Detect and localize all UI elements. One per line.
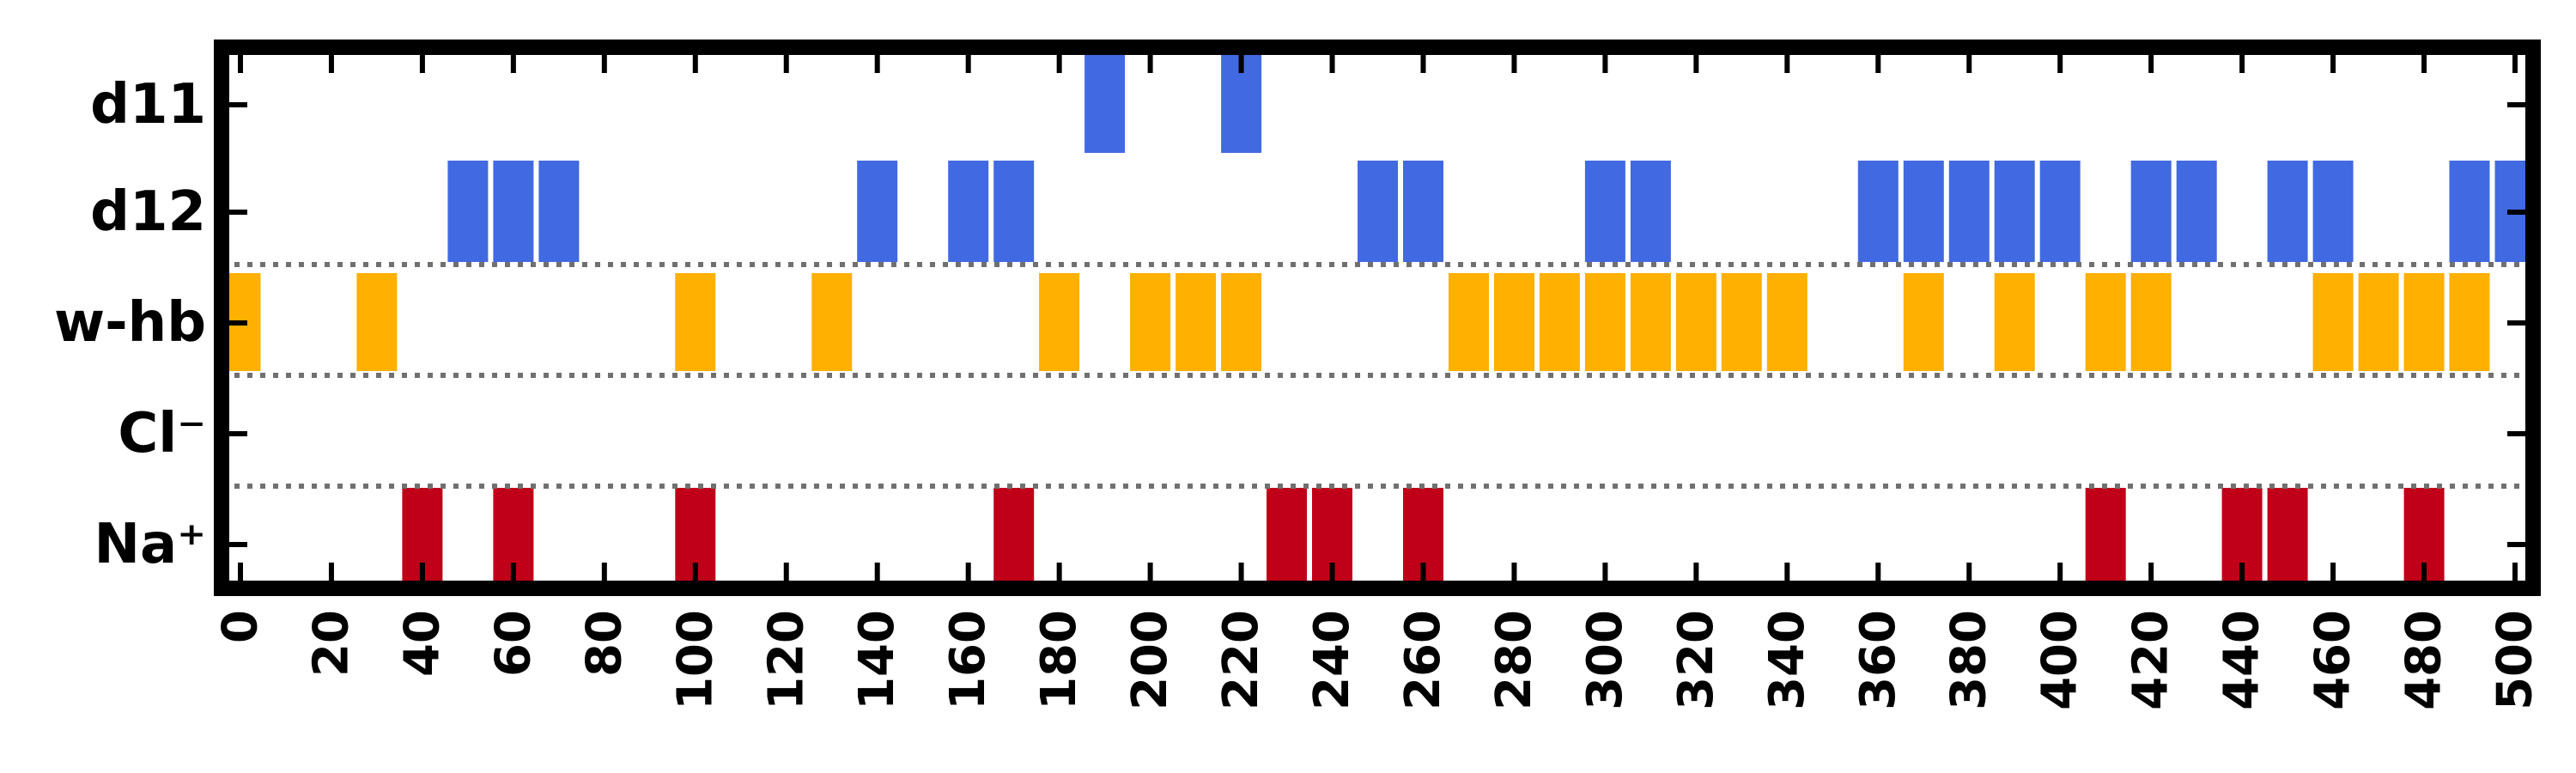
row-separators xyxy=(222,262,2533,489)
y-tick-label: d12 xyxy=(90,180,206,244)
event-bar xyxy=(1903,273,1944,371)
x-tick-label: 20 xyxy=(303,610,359,677)
x-tick-label: 340 xyxy=(1759,610,1815,710)
plot-frame xyxy=(214,40,2541,596)
event-bar xyxy=(1630,161,1671,262)
event-bar xyxy=(1267,488,1307,593)
event-bars xyxy=(222,47,2533,593)
event-bar xyxy=(857,161,898,262)
x-tick-label: 500 xyxy=(2488,610,2543,710)
x-tick-label: 60 xyxy=(485,610,541,677)
axis-ticks xyxy=(222,47,2533,588)
event-bar xyxy=(538,161,580,262)
y-tick-label: d11 xyxy=(90,73,206,137)
x-tick-label: 460 xyxy=(2306,610,2361,710)
x-tick-label: 180 xyxy=(1031,610,1087,710)
x-tick-label: 40 xyxy=(394,610,450,677)
y-tick-label: Na⁺ xyxy=(94,513,206,576)
x-tick-label: 140 xyxy=(849,610,905,710)
x-tick-label: 300 xyxy=(1577,610,1633,710)
event-bar xyxy=(1994,273,2035,371)
event-bar xyxy=(1494,273,1534,371)
event-bar xyxy=(1903,161,1944,262)
event-bar xyxy=(2085,488,2126,593)
x-tick-label: 360 xyxy=(1850,610,1906,710)
event-bar xyxy=(2449,273,2490,371)
y-tick-label: Cl⁻ xyxy=(118,402,206,466)
event-bar xyxy=(2130,161,2172,262)
x-tick-label: 0 xyxy=(213,610,269,643)
event-bar xyxy=(1084,47,1126,153)
event-bar xyxy=(948,161,989,262)
event-bar xyxy=(1584,161,1625,262)
x-tick-label: 380 xyxy=(1941,610,1997,710)
event-bar xyxy=(2312,273,2354,371)
event-bar xyxy=(1176,273,1217,371)
x-tick-label: 480 xyxy=(2397,610,2452,710)
event-bar xyxy=(1630,273,1671,371)
x-tick-label: 240 xyxy=(1304,610,1360,710)
event-bar xyxy=(2403,273,2445,371)
event-bar xyxy=(993,488,1035,593)
event-bar xyxy=(2312,161,2354,262)
event-bar xyxy=(1857,161,1899,262)
event-bar xyxy=(2085,273,2126,371)
x-tick-label: 200 xyxy=(1122,610,1178,710)
event-bar xyxy=(1721,273,1762,371)
y-tick-label: w-hb xyxy=(54,291,206,355)
event-bar xyxy=(993,161,1035,262)
event-bar xyxy=(1358,161,1398,262)
y-tick-labels: d11 d12 w-hb Cl⁻ Na⁺ xyxy=(54,73,206,576)
x-tick-label: 120 xyxy=(758,610,814,710)
event-bar xyxy=(1449,273,1489,371)
x-tick-label: 420 xyxy=(2123,610,2179,710)
event-bar xyxy=(2449,161,2490,262)
event-bar xyxy=(2176,161,2217,262)
event-bar xyxy=(356,273,398,371)
event-bar xyxy=(675,273,716,371)
x-tick-labels: 0 20 40 60 80 100 120 140 160 180 200 220 240 260 280 3… xyxy=(213,610,2543,710)
x-tick-label: 80 xyxy=(576,610,632,677)
event-bar xyxy=(1675,273,1716,371)
x-tick-label: 320 xyxy=(1668,610,1724,710)
event-bar xyxy=(2130,273,2172,371)
event-bar xyxy=(1039,273,1080,371)
event-bar xyxy=(2358,273,2399,371)
event-bar xyxy=(1403,161,1443,262)
event-bar xyxy=(1766,273,1807,371)
event-bar xyxy=(1539,273,1580,371)
event-bar xyxy=(1948,161,1990,262)
x-tick-label: 400 xyxy=(2032,610,2088,710)
event-bar xyxy=(2267,161,2308,262)
event-bar xyxy=(2039,161,2081,262)
event-bar xyxy=(447,161,489,262)
event-bar xyxy=(1221,273,1262,371)
x-tick-label: 280 xyxy=(1486,610,1542,710)
event-bar xyxy=(1994,161,2035,262)
x-tick-label: 100 xyxy=(667,610,723,710)
event-bar xyxy=(1130,273,1171,371)
x-tick-label: 220 xyxy=(1213,610,1269,710)
event-bar xyxy=(811,273,853,371)
event-bar xyxy=(493,161,534,262)
x-tick-label: 260 xyxy=(1395,610,1451,710)
x-tick-label: 160 xyxy=(940,610,996,710)
event-bar xyxy=(1584,273,1625,371)
event-bar xyxy=(2267,488,2308,593)
x-tick-label: 440 xyxy=(2215,610,2270,710)
